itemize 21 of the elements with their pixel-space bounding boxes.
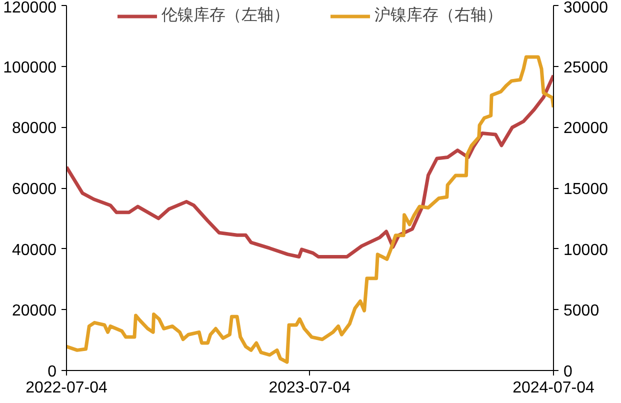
y-tick-label: 60000 — [12, 181, 57, 198]
y2-tick-label: 25000 — [564, 59, 608, 76]
y2-tick-label: 0 — [564, 364, 572, 380]
legend-label: 伦镍库存（左轴） — [162, 6, 290, 26]
x-tick-label: 2023-07-04 — [268, 380, 351, 396]
x-tick-label: 2022-07-04 — [26, 380, 108, 396]
y2-tick-label: 15000 — [564, 181, 608, 198]
y-tick-label: 40000 — [12, 242, 57, 259]
legend-label: 沪镍库存（右轴） — [374, 6, 502, 26]
y-tick-label: 80000 — [12, 120, 57, 138]
y-tick-label: 100000 — [3, 59, 57, 76]
x-tick-label: 2024-07-04 — [512, 380, 595, 396]
line-series — [66, 74, 554, 258]
y-tick-label: 0 — [48, 364, 57, 380]
y-tick-label: 20000 — [12, 302, 57, 320]
y2-tick-label: 5000 — [564, 302, 600, 320]
y2-tick-label: 20000 — [564, 120, 608, 138]
y2-tick-label: 30000 — [564, 0, 608, 16]
y-tick-label: 120000 — [3, 0, 57, 16]
line-series — [66, 55, 554, 364]
y2-tick-label: 10000 — [564, 242, 608, 259]
